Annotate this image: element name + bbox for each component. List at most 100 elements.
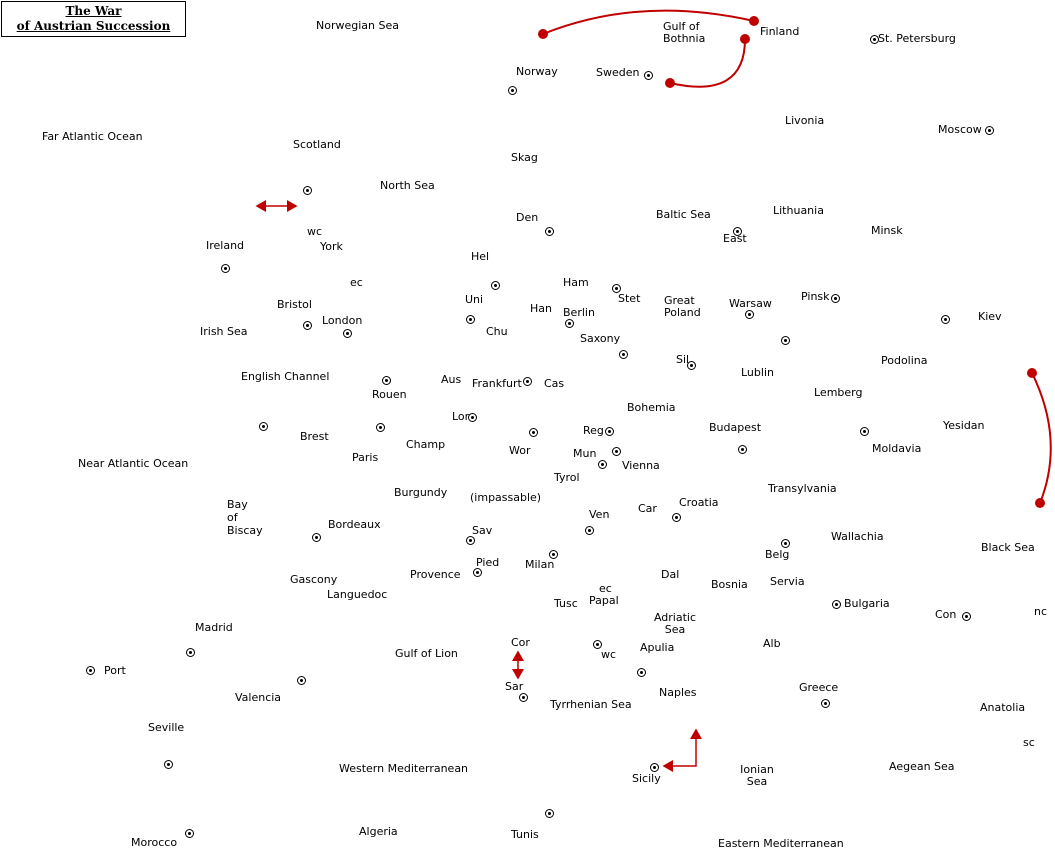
supply-center-icon xyxy=(491,281,500,290)
supply-center-icon xyxy=(86,666,95,675)
region-label: wc xyxy=(601,648,617,661)
supply-center-icon xyxy=(382,376,391,385)
region-label: Anatolia xyxy=(980,701,1026,714)
region-label: Saxony xyxy=(580,332,621,345)
region-label: Podolina xyxy=(881,354,928,367)
region-label: Bosnia xyxy=(711,578,748,591)
supply-center-icon xyxy=(549,550,558,559)
region-label: Bordeaux xyxy=(328,518,381,531)
region-label: Lor xyxy=(452,410,470,423)
region-label: Madrid xyxy=(195,621,233,634)
region-label: sc xyxy=(1023,736,1035,749)
region-label: Skag xyxy=(511,151,538,164)
region-label: Han xyxy=(530,302,552,315)
region-label: Transylvania xyxy=(768,482,837,495)
supply-center-icon xyxy=(619,350,628,359)
connector-endpoint xyxy=(538,29,548,39)
region-label: Moscow xyxy=(938,123,982,136)
region-label: Gulf of Lion xyxy=(395,647,458,660)
supply-center-icon xyxy=(781,336,790,345)
connector-endpoint xyxy=(1027,368,1037,378)
region-label: Great Poland xyxy=(664,294,701,319)
supply-center-icon xyxy=(650,763,659,772)
region-label: Port xyxy=(104,664,126,677)
region-label: East xyxy=(723,232,747,245)
region-label: Papal xyxy=(589,594,619,607)
region-label: Seville xyxy=(148,721,185,734)
region-label: Wallachia xyxy=(831,530,884,543)
region-label: (impassable) xyxy=(470,491,542,504)
region-label: York xyxy=(320,240,343,253)
region-label: Lithuania xyxy=(773,204,824,217)
supply-center-icon xyxy=(376,423,385,432)
supply-center-icon xyxy=(508,86,517,95)
supply-center-icon xyxy=(529,428,538,437)
supply-center-icon xyxy=(519,693,528,702)
region-label: Servia xyxy=(770,575,805,588)
region-label: Chu xyxy=(486,325,508,338)
region-label: Con xyxy=(935,608,957,621)
region-label: Lublin xyxy=(741,366,774,379)
region-label: Naples xyxy=(659,686,697,699)
region-label: Alb xyxy=(763,637,781,650)
supply-center-icon xyxy=(565,319,574,328)
region-label: Sil xyxy=(676,353,690,366)
region-label: ec xyxy=(599,582,612,595)
connector-arrow-sicily xyxy=(662,728,702,772)
region-label: nc xyxy=(1034,605,1048,618)
supply-center-icon xyxy=(468,413,477,422)
region-label: Greece xyxy=(799,681,839,694)
region-label: Brest xyxy=(300,430,329,443)
connector-endpoint xyxy=(749,16,759,26)
region-label: Gulf of Bothnia xyxy=(663,20,706,45)
region-label: Eastern Mediterranean xyxy=(718,837,844,850)
region-label: Hel xyxy=(471,250,490,263)
region-label: Livonia xyxy=(785,114,825,127)
region-label: Budapest xyxy=(709,421,762,434)
supply-center-icon xyxy=(612,284,621,293)
region-label: Pinsk xyxy=(801,290,830,303)
supply-center-icon xyxy=(860,427,869,436)
supply-center-icon xyxy=(186,648,195,657)
supply-center-icon xyxy=(832,600,841,609)
region-label: Frankfurt xyxy=(472,377,522,390)
region-label: Tyrrhenian Sea xyxy=(550,698,632,711)
region-label: Champ xyxy=(406,438,446,451)
region-label: Ven xyxy=(589,508,610,521)
supply-center-icon xyxy=(312,533,321,542)
supply-center-icon xyxy=(745,310,754,319)
region-label: Cor xyxy=(511,636,530,649)
region-label: Moldavia xyxy=(872,442,922,455)
supply-center-icon xyxy=(612,447,621,456)
supply-center-icon xyxy=(598,460,607,469)
region-label: Yesidan xyxy=(943,419,985,432)
region-label: Black Sea xyxy=(981,541,1035,554)
region-label: Sweden xyxy=(596,66,640,79)
region-label: Aus xyxy=(441,373,462,386)
region-label: ec xyxy=(350,276,363,289)
region-label: Stet xyxy=(618,292,641,305)
supply-center-icon xyxy=(644,71,653,80)
region-label: Sav xyxy=(472,524,493,537)
supply-center-icon xyxy=(605,427,614,436)
supply-center-icon xyxy=(738,445,747,454)
region-label: Lemberg xyxy=(814,386,863,399)
region-label: Burgundy xyxy=(394,486,448,499)
region-label: Norwegian Sea xyxy=(316,19,399,32)
region-label: Ionian Sea xyxy=(740,763,774,788)
connector-endpoint xyxy=(665,78,675,88)
connector-endpoint xyxy=(1035,498,1045,508)
map-title-line1: The War xyxy=(65,4,122,18)
supply-center-icon xyxy=(545,227,554,236)
region-label: Finland xyxy=(760,25,800,38)
region-label: St. Petersburg xyxy=(878,32,956,45)
supply-center-icon xyxy=(185,829,194,838)
region-label: Den xyxy=(516,211,539,224)
region-label: Sicily xyxy=(632,772,661,785)
region-label: Baltic Sea xyxy=(656,208,711,221)
region-label: Scotland xyxy=(293,138,341,151)
region-label: Adriatic Sea xyxy=(653,611,697,636)
region-label: Warsaw xyxy=(729,297,772,310)
supply-center-icon xyxy=(941,315,950,324)
